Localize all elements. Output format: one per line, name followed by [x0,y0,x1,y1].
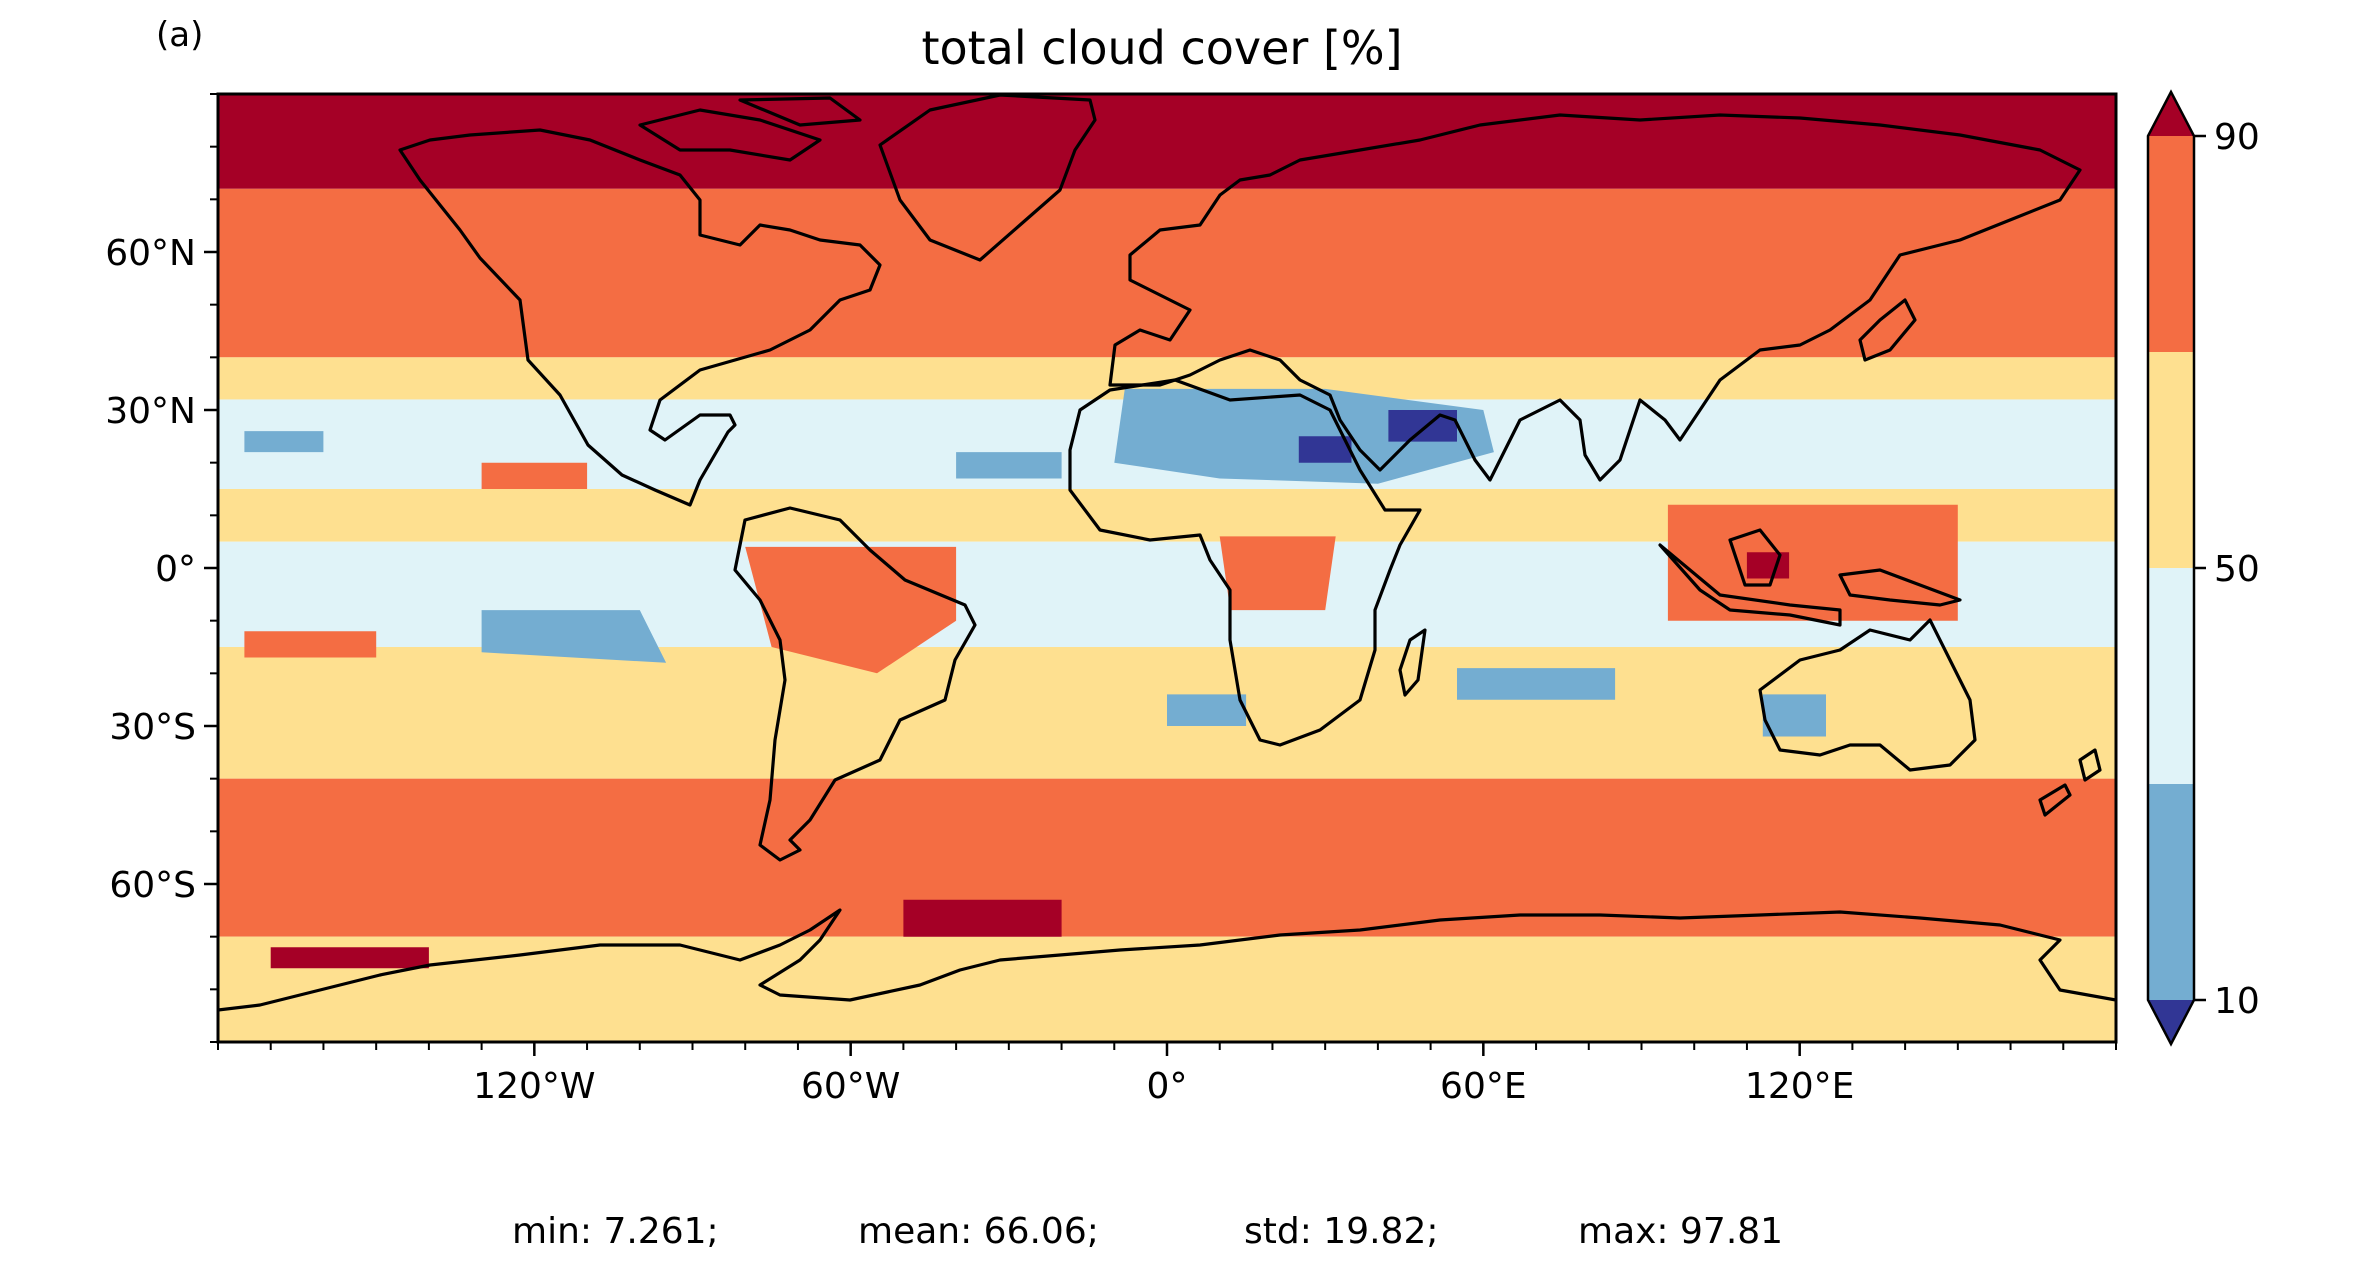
colorbar-extend-min [2148,1000,2194,1044]
stat-min: min: 7.261; [512,1211,719,1252]
coastlines [218,94,2116,1012]
colorbar-tick-label: 10 [2214,981,2260,1022]
region-east-pacific-patch [481,462,588,489]
lon-tick-label: 120°W [473,1066,595,1107]
lon-tick-label: 60°E [1440,1066,1527,1107]
coastline-arctic-islands [638,96,862,162]
lon-tick-label: 60°W [801,1066,900,1107]
stats-line: min: 7.261; mean: 66.06; std: 19.82; max… [512,1211,1783,1252]
lon-tick-label: 120°E [1745,1066,1854,1107]
coastline-australia [1758,618,1977,772]
region-indian-ocean-low [1457,668,1616,700]
lat-tick-label: 60°S [109,865,196,906]
region-congo [1219,536,1336,611]
lat-tick-label: 30°N [105,391,196,432]
region-north-atlantic-low [956,452,1062,479]
coastline-new-zealand [2038,748,2102,817]
latitude-axis: 60°N 30°N 0° 30°S 60°S [105,93,218,1043]
region-australia-low [1762,694,1826,737]
region-south-atlantic-low [1167,694,1247,726]
region-north-pacific-low [244,431,324,453]
lat-tick-label: 60°N [105,233,196,274]
coastline-north-america [398,128,882,507]
zonal-band-1 [218,188,2116,358]
stat-max: max: 97.81 [1578,1211,1783,1252]
colorbar-extend-max [2148,92,2194,136]
colorbar-segment-1 [2148,568,2194,784]
lat-tick-label: 0° [155,549,196,590]
stat-std: std: 19.82; [1244,1211,1438,1252]
lat-tick-label: 30°S [109,707,196,748]
colorbar-tick-label: 90 [2214,117,2260,158]
region-southern-ocean-patch [903,899,1062,937]
zonal-band-7 [218,778,2116,937]
zonal-band-0 [218,94,2116,189]
colorbar: 90 50 10 [2146,89,2260,1047]
region-borneo [1746,552,1790,579]
colorbar-segment-2 [2148,352,2194,568]
panel-label: (a) [156,15,203,55]
region-south-pacific-low [481,610,667,663]
region-ross-sea-patch [270,947,429,969]
coastline-eurasia [1108,113,2082,482]
colorbar-segment-3 [2148,136,2194,352]
coastline-south-america [733,506,977,862]
colorbar-segment-0 [2148,784,2194,1000]
colorbar-tick-label: 50 [2214,549,2260,590]
coastline-japan [1858,298,1917,362]
cloud-cover-regions [244,388,1958,969]
coastline-greenland [878,94,1097,262]
map-area [218,94,2116,1042]
longitude-axis: 120°W 60°W 0° 60°E 120°E [217,1042,2117,1107]
map-title: total cloud cover [%] [921,21,1402,75]
region-arabia-core-2 [1388,410,1457,442]
coastline-indonesia [1658,528,1962,627]
lon-tick-label: 0° [1147,1066,1188,1107]
region-south-pacific-patch [244,631,377,658]
region-arabia-core-1 [1298,436,1352,463]
coastline-africa [1068,378,1422,747]
region-maritime-continent [1667,504,1958,621]
zonal-band-8 [218,936,2116,1042]
stat-mean: mean: 66.06; [858,1211,1099,1252]
coastline-antarctica [218,908,2116,1012]
coastline-madagascar [1398,628,1427,697]
